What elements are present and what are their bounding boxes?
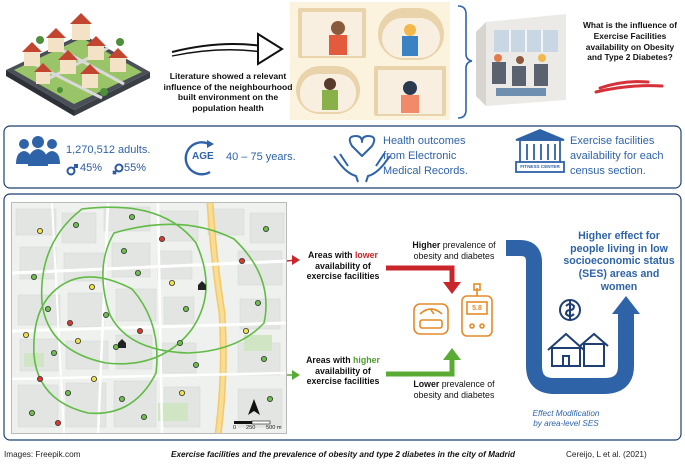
sketch-arrow [171,32,284,66]
male-percentage: 45% [80,162,103,174]
top-band: Literature showed a relevant influence o… [0,0,685,122]
age-circle-icon [184,140,214,176]
map-graphic [12,203,286,433]
madrid-map: 0 250 500 m [11,202,287,434]
age-badge: AGE [192,151,214,162]
higher-prevalence-label: Higher prevalence of obesity and diabete… [412,240,496,261]
image-credit: Images: Freepik.com [4,450,81,459]
facilities-line-1: Exercise facilities [570,135,655,147]
fitness-center-icon [515,129,565,173]
north-arrow-icon [248,399,260,415]
glucometer-icon [461,283,493,337]
ses-houses-icon [547,299,609,367]
facilities-line-2: availability for each [570,150,664,162]
female-percentage: 55% [124,162,147,174]
residence-marker-2 [118,339,126,348]
lower-prevalence-label: Lower prevalence of obesity and diabetes [413,379,495,400]
age-range: 40 – 75 years. [226,151,296,163]
city-block-illustration [6,13,150,116]
heart-hands-icon [333,135,391,183]
green-direction-arrow [386,358,455,377]
people-group-icon [16,136,60,166]
adults-count: 1,270,512 adults. [66,144,151,156]
figure-title: Exercise facilities and the prevalence o… [171,450,515,459]
residence-marker-1 [198,281,206,290]
citation: Cereijo, L et al. (2021) [566,450,647,459]
effect-modification-label: Effect Modification by area-level SES [532,409,600,428]
higher-availability-label: Areas with higher availability of exerci… [306,355,380,387]
health-outcomes-line-2: from Electronic [383,150,457,162]
health-outcomes-line-3: Medical Records. [383,165,468,177]
literature-text: Literature showed a relevant influence o… [163,71,293,114]
effect-modification-arrow [506,240,634,394]
grouping-bracket [457,5,473,119]
fitness-center-badge: FITNESS CENTER [520,164,560,169]
red-scribble-underline [594,80,664,94]
glucometer-reading: 5.8 [472,305,482,312]
results-panel: Areas with lower availability of exercis… [0,190,685,442]
scale-label-500: 500 m [266,425,282,431]
male-sign-icon [66,164,78,176]
scale-bar [234,420,271,425]
stats-border [3,125,682,189]
lower-availability-label: Areas with lower availability of exercis… [306,250,380,282]
results-border [3,193,682,441]
stats-band: 1,270,512 adults. 45% 55% AGE 40 – 75 ye… [0,124,685,190]
weight-scale-icon [413,303,449,335]
red-direction-arrow [386,265,455,284]
stats-band-icons [3,125,682,189]
top-band-illustrations [6,2,664,120]
female-sign-icon [112,163,124,175]
scale-label-0: 0 [233,425,237,431]
windows-with-people-illustration [290,2,450,120]
gym-illustration [476,14,566,106]
facilities-line-3: census section. [570,165,646,177]
effect-summary: Higher effect for people living in low s… [563,230,675,293]
scale-label-250: 250 [246,425,256,431]
research-question: What is the influence of Exercise Facili… [583,20,677,63]
health-outcomes-line-1: Health outcomes [383,135,466,147]
